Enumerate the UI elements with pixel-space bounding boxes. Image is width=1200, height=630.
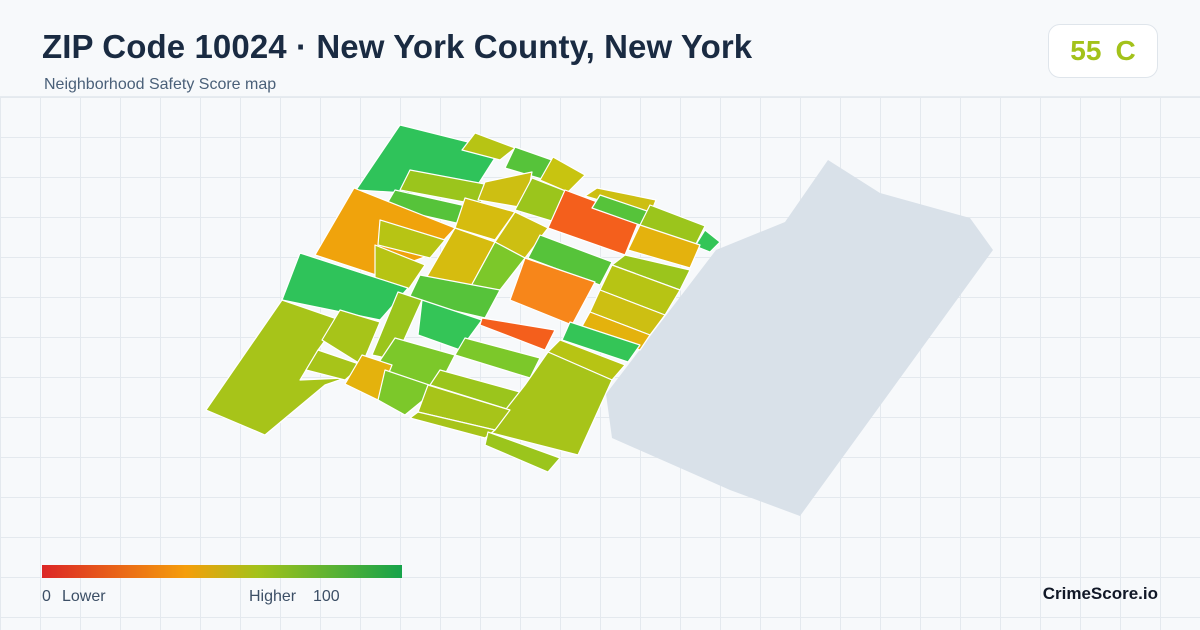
- tract-block[interactable]: [484, 431, 561, 473]
- tract-block[interactable]: [579, 311, 651, 351]
- tract-block[interactable]: [627, 224, 701, 269]
- legend-low-label: Lower: [62, 588, 106, 605]
- tract-block[interactable]: [454, 337, 541, 379]
- tract-block[interactable]: [377, 219, 446, 259]
- legend-gradient-bar: [42, 565, 402, 578]
- score-grade: C: [1115, 35, 1136, 66]
- page-subtitle: Neighborhood Safety Score map: [44, 76, 277, 93]
- legend-high-label: Higher: [249, 588, 297, 605]
- tract-block[interactable]: [305, 349, 363, 381]
- tract-block[interactable]: [487, 351, 613, 456]
- legend-low-value: 0: [42, 588, 51, 605]
- tract-block[interactable]: [479, 317, 556, 351]
- tract-block[interactable]: [527, 234, 613, 286]
- brand-logo-text: CrimeScore.io: [1042, 584, 1158, 603]
- tract-block[interactable]: [561, 321, 641, 363]
- tract-block[interactable]: [377, 369, 439, 416]
- legend-high-value: 100: [313, 588, 340, 605]
- tract-block[interactable]: [374, 244, 426, 291]
- tract-block[interactable]: [454, 197, 516, 241]
- tract-block[interactable]: [461, 132, 516, 161]
- tract-block[interactable]: [281, 252, 409, 321]
- tract-block[interactable]: [409, 411, 496, 439]
- tract-block[interactable]: [694, 229, 721, 253]
- score-value: 55: [1070, 35, 1102, 66]
- safety-score-badge: 55 C: [1048, 24, 1158, 78]
- header-divider: [0, 96, 1200, 97]
- park-area: [606, 160, 993, 516]
- page-title: ZIP Code 10024 · New York County, New Yo…: [42, 28, 753, 65]
